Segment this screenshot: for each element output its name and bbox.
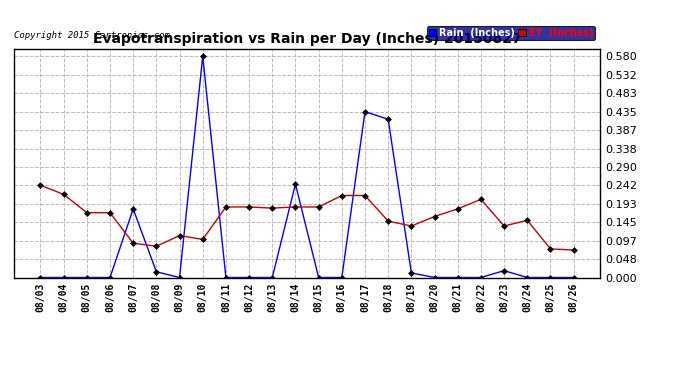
Title: Evapotranspiration vs Rain per Day (Inches) 20150827: Evapotranspiration vs Rain per Day (Inch… (92, 32, 522, 46)
Legend: Rain  (Inches), ET  (Inches): Rain (Inches), ET (Inches) (426, 26, 595, 40)
Text: Copyright 2015 Cartronics.com: Copyright 2015 Cartronics.com (14, 31, 170, 40)
